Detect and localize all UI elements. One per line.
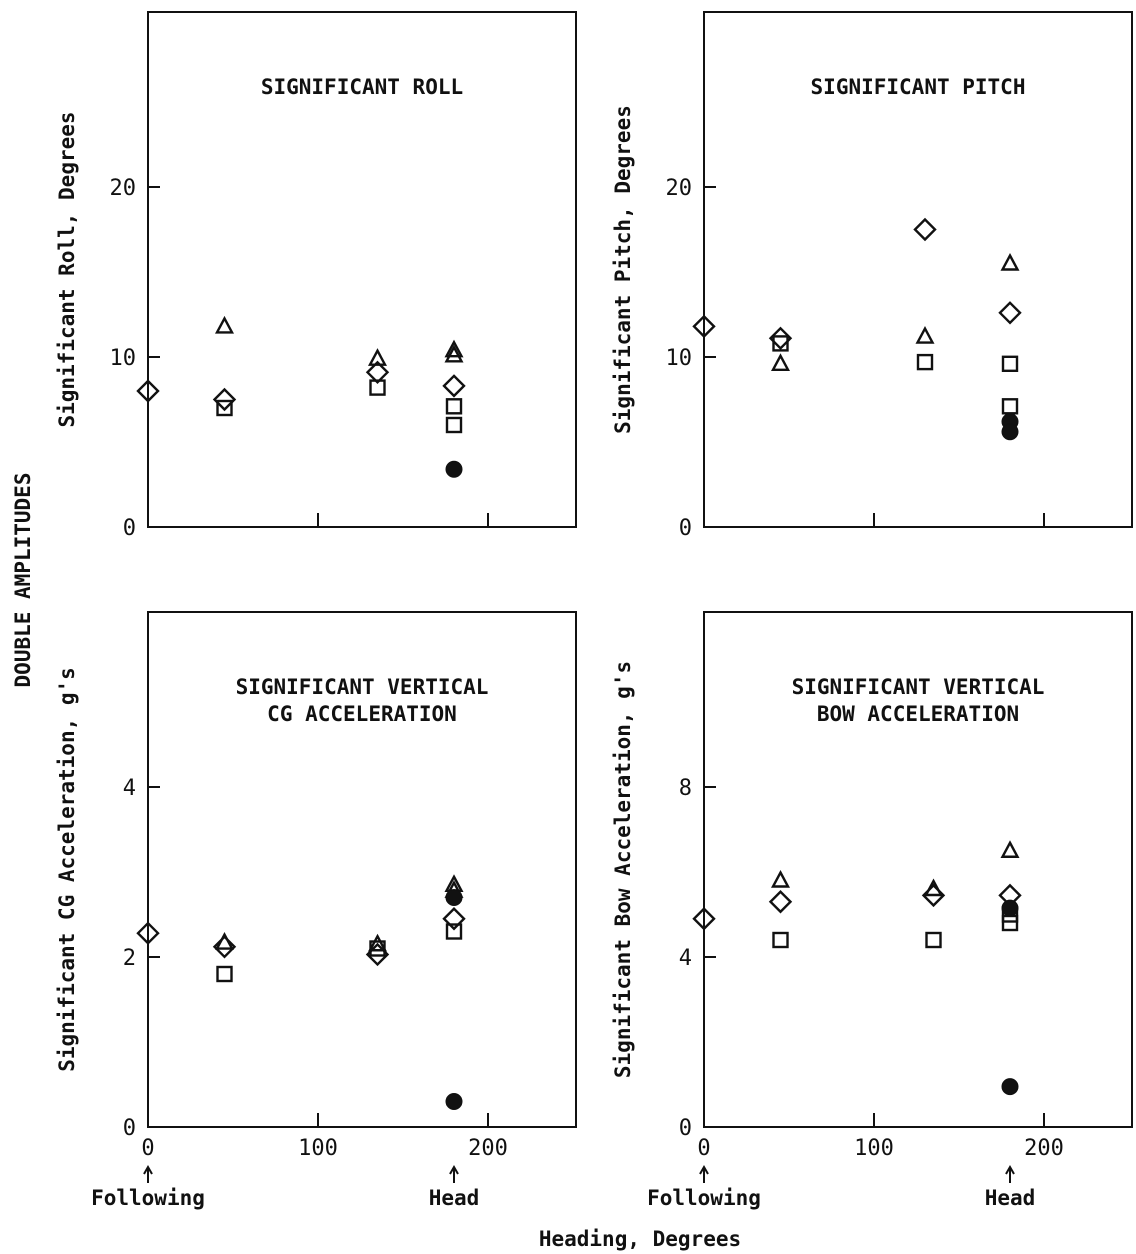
triangle-marker	[1000, 840, 1020, 858]
y-tick-label: 10	[666, 346, 693, 371]
diamond-marker	[692, 907, 716, 931]
plot-frame	[703, 11, 1133, 528]
square-marker	[1001, 914, 1019, 932]
diamond-marker	[136, 921, 160, 945]
square-marker	[216, 965, 233, 983]
y-tick-label: 10	[110, 346, 137, 371]
y-axis-title: Significant Roll, Degrees	[55, 111, 79, 427]
x-tick-label: 100	[854, 1136, 894, 1161]
square-marker	[925, 931, 942, 949]
square-marker	[445, 416, 463, 434]
triangle-marker	[770, 353, 791, 371]
x-tick-label: 0	[141, 1136, 154, 1161]
diamond-marker	[998, 301, 1022, 325]
triangle-marker	[444, 344, 464, 363]
y-tick-label: 0	[123, 1116, 136, 1141]
x-tick-label: 200	[468, 1136, 508, 1161]
filled-circle-marker	[1001, 899, 1019, 917]
annotation-arrow-head	[143, 1164, 153, 1175]
diamond-marker	[913, 217, 937, 242]
square-marker	[1001, 355, 1019, 372]
chart-title: SIGNIFICANT ROLL	[261, 75, 463, 99]
x-annotation: Following	[647, 1164, 761, 1210]
y-tick-label: 4	[123, 776, 136, 801]
diamond-marker	[212, 935, 237, 959]
diamond-marker	[365, 360, 390, 384]
annotation-label: Head	[429, 1186, 480, 1210]
y-tick-label: 8	[679, 776, 692, 801]
y-tick-label: 4	[679, 946, 692, 971]
y-tick-label: 0	[679, 1116, 692, 1141]
square-marker	[772, 335, 789, 352]
y-tick-label: 2	[123, 946, 136, 971]
x-tick-label: 0	[697, 1136, 710, 1161]
diamond-marker	[768, 326, 793, 350]
square-marker	[772, 931, 789, 949]
triangle-marker	[214, 315, 235, 334]
x-annotation: Head	[985, 1164, 1036, 1210]
diamond-marker	[442, 907, 466, 931]
plot-frame	[703, 611, 1133, 1128]
y-tick-label: 20	[666, 176, 693, 201]
filled-circle-marker	[1001, 1078, 1019, 1096]
chart-panel-2: SIGNIFICANT PITCH Significant Pitch, Degr…	[611, 11, 1133, 541]
chart-panel-1: SIGNIFICANT ROLL Significant Roll, Degree…	[55, 11, 577, 541]
filled-circle-marker	[445, 1093, 463, 1110]
annotation-label: Head	[985, 1186, 1036, 1210]
chart-title: SIGNIFICANT VERTICAL	[792, 675, 1045, 699]
chart-panel-4: SIGNIFICANT VERTICAL BOW ACCELERATION Sign…	[611, 611, 1133, 1210]
y-axis-title: Significant Bow Acceleration, g's	[611, 661, 635, 1078]
filled-circle-marker	[1001, 423, 1019, 441]
annotation-arrow-head	[1005, 1164, 1015, 1175]
diamond-marker	[692, 314, 716, 339]
filled-circle-marker	[445, 460, 463, 478]
triangle-marker	[367, 933, 388, 952]
annotation-arrow-head	[699, 1164, 709, 1175]
annotation-arrow-head	[449, 1164, 459, 1175]
square-marker	[445, 923, 463, 940]
annotation-label: Following	[647, 1186, 761, 1210]
panels: SIGNIFICANT ROLL Significant Roll, Degree…	[55, 11, 1133, 1210]
common-xlabel: Heading, Degrees	[539, 1227, 741, 1251]
x-annotation: Following	[91, 1164, 205, 1210]
annotation-label: Following	[91, 1186, 205, 1210]
x-tick-label: 200	[1024, 1136, 1064, 1161]
filled-circle-marker	[445, 889, 463, 906]
triangle-marker	[214, 932, 235, 950]
chart-title: SIGNIFICANT VERTICAL	[236, 675, 489, 699]
triangle-marker	[367, 348, 388, 366]
plot-frame	[147, 11, 577, 528]
chart-title: CG ACCELERATION	[267, 702, 457, 726]
x-annotation: Head	[429, 1164, 480, 1210]
y-axis-title: Significant Pitch, Degrees	[611, 105, 635, 434]
y-tick-label: 0	[123, 516, 136, 541]
diamond-marker	[768, 890, 793, 914]
diamond-marker	[442, 374, 466, 398]
common-ylabel: DOUBLE AMPLITUDES	[11, 473, 35, 688]
square-marker	[369, 940, 386, 957]
square-marker	[916, 353, 934, 371]
triangle-marker	[1000, 252, 1020, 271]
y-axis-title: Significant CG Acceleration, g's	[55, 667, 79, 1072]
triangle-marker	[923, 878, 944, 897]
triangle-marker	[770, 869, 791, 888]
diamond-marker	[212, 387, 237, 412]
triangle-marker	[915, 326, 935, 344]
square-marker	[1001, 398, 1019, 415]
chart-title: SIGNIFICANT PITCH	[811, 75, 1026, 99]
square-marker	[216, 399, 233, 417]
plot-frame	[147, 611, 577, 1128]
diamond-marker	[136, 379, 160, 403]
y-tick-label: 0	[679, 516, 692, 541]
square-marker	[369, 379, 386, 396]
y-tick-label: 20	[110, 176, 137, 201]
chart-title: BOW ACCELERATION	[817, 702, 1019, 726]
square-marker	[445, 398, 463, 415]
chart-panel-3: SIGNIFICANT VERTICAL CG ACCELERATION Signi…	[55, 611, 577, 1210]
x-tick-label: 100	[298, 1136, 338, 1161]
triangle-marker	[444, 339, 464, 358]
